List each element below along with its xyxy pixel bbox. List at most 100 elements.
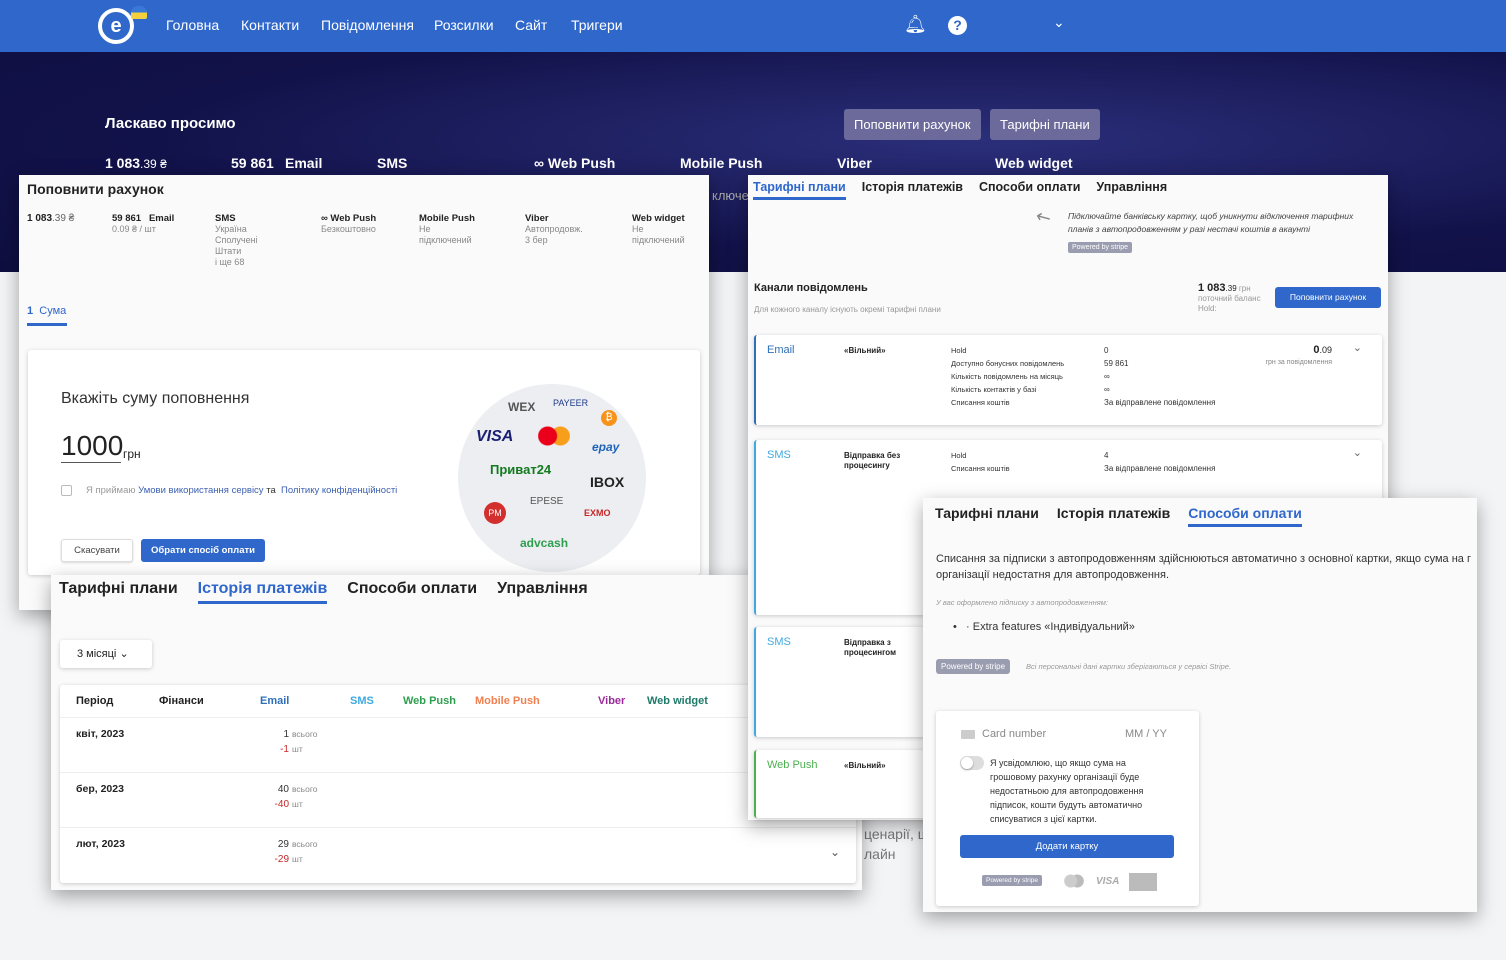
tab-payment-methods[interactable]: Способи оплати [978,180,1081,194]
tab-plans[interactable]: Тарифні плани [753,180,846,200]
welcome-title: Ласкаво просимо [105,115,236,132]
table-row[interactable]: квіт, 2023 1 всього -1 шт [60,717,856,772]
stat-heading: Web widget [632,213,685,224]
tabs: Тарифні плани Історія платежів Способи о… [753,180,1167,200]
tabs: Тарифні плани Історія платежів Способи о… [935,505,1302,527]
stripe-note: Всі персональні дані картки зберігаються… [1026,662,1232,671]
chevron-down-icon[interactable]: ⌄ [1053,14,1065,30]
cancel-button[interactable]: Скасувати [61,539,133,562]
currency-label: грн [123,447,141,461]
expand-chevron-icon[interactable]: ⌄ [1352,447,1362,459]
table-row[interactable]: бер, 2023 40 всього -40 шт [60,772,856,827]
channel-name: SMS [767,449,791,461]
plans-topup-button[interactable]: Поповнити рахунок [1275,287,1381,308]
accept-checkbox[interactable] [61,485,72,496]
plan-name: «Вільний» [844,761,886,770]
nav-contacts[interactable]: Контакти [241,17,300,33]
stat-column: Web widget Не підключений [632,213,722,246]
negative-value: -40 [274,799,289,810]
channel-name: Email [767,344,795,356]
card-number-input[interactable]: Card number [982,728,1047,740]
stat-heading: SMS [215,213,236,224]
stripe-badge: Powered by stripe [982,875,1043,886]
tab-payment-methods[interactable]: Способи оплати [347,580,478,597]
exmo-logo: EXMO [584,508,611,518]
top-navbar: e Головна Контакти Повідомлення Розсилки… [0,0,1506,52]
hero-channel: SMS [377,155,408,171]
detail-label: Списання коштів [951,464,1010,473]
tab-history[interactable]: Історія платежів [197,580,328,604]
perfect-money-logo: PM [484,502,506,524]
add-card-form: Card number MM / YY Я усвідомлюю, що якщ… [936,711,1199,906]
column-header: Mobile Push [475,695,540,707]
total-label: всього [292,839,318,849]
choose-payment-button[interactable]: Обрати спосіб оплати [141,539,265,562]
tabs: Тарифні плани Історія платежів Способи о… [59,580,588,604]
stat-heading: Mobile Push [419,213,475,224]
expiry-input[interactable]: MM / YY [1125,728,1167,740]
tab-plans[interactable]: Тарифні плани [935,505,1039,521]
expand-chevron-icon[interactable]: ⌄ [829,845,840,859]
tab-payment-methods[interactable]: Способи оплати [1188,505,1302,527]
hero-balance: 1 083.39 ₴ [105,155,167,171]
tab-management[interactable]: Управління [497,580,588,597]
visa-logo: VISA [476,428,514,445]
tab-history[interactable]: Історія платежів [1056,505,1171,521]
table-row[interactable]: лют, 2023 29 всього -29 шт [60,827,856,882]
curved-arrow-icon: ↖ [1031,204,1055,230]
period-select[interactable]: 3 місяці ⌄ [60,640,152,668]
nav-site[interactable]: Сайт [515,17,548,33]
amex-icon [1129,873,1157,891]
hero-topup-button[interactable]: Поповнити рахунок [844,109,981,140]
stripe-badge: Powered by stripe [1068,242,1133,253]
detail-value: За відправлене повідомлення [1104,398,1216,407]
tab-plans[interactable]: Тарифні плани [59,580,178,597]
nav-triggers[interactable]: Тригери [571,17,623,33]
nav-campaigns[interactable]: Розсилки [434,17,494,33]
step-amount[interactable]: 1 Сума [27,305,67,326]
epay-logo: epay [592,440,620,454]
mastercard-icon [1063,874,1085,888]
payment-methods-panel: Тарифні плани Історія платежів Способи о… [923,498,1477,912]
add-card-button[interactable]: Додати картку [960,835,1174,858]
hero-channel: Email [285,155,323,171]
stat-subtext: Україна Сполучені Штати і ще 68 [215,224,258,267]
nav-messages[interactable]: Повідомлення [321,17,414,33]
wex-logo: WEX [508,400,536,414]
logo[interactable]: e [98,8,134,44]
period-cell: лют, 2023 [76,838,125,850]
detail-label: Кількість контактів у базі [951,385,1037,394]
autorenew-description: Списання за підписки з автопродовженням … [936,553,1471,581]
privacy-link[interactable]: Політику конфіденційності [281,485,398,496]
channel-name: SMS [767,636,791,648]
stat-column: Viber Автопродовж. 3 бер [525,213,615,246]
tab-history[interactable]: Історія платежів [861,180,963,194]
detail-value: 59 861 [1104,359,1129,368]
help-icon[interactable]: ? [948,16,967,35]
hero-channel: ∞ Web Push [534,155,616,171]
balance: 1 083.39 ₴ [27,213,75,224]
amount-input[interactable]: 1000 [61,430,124,463]
terms-link[interactable]: Умови використання сервісу [138,485,264,496]
consent-toggle[interactable] [960,756,984,770]
ibox-logo: IBOX [590,474,625,490]
detail-value: 0 [1104,346,1109,355]
detail-value: 4 [1104,451,1109,460]
plan-name: Відправка без процесингу [844,451,901,470]
total-label: всього [292,784,318,794]
tab-management[interactable]: Управління [1096,180,1168,194]
hero-plans-button[interactable]: Тарифні плани [990,109,1100,140]
channel-card[interactable]: Email «Вільний» Hold 0 Доступно бонусних пов… [754,335,1382,425]
panel-title: Поповнити рахунок [27,181,164,197]
bell-icon[interactable]: 🔔︎ [904,14,927,34]
expand-chevron-icon[interactable]: ⌄ [1352,342,1362,354]
nav-home[interactable]: Головна [166,17,220,33]
negative-value: -1 [280,744,289,755]
topup-panel: Поповнити рахунок 1 083.39 ₴ 59 861 Emai… [19,175,709,610]
subscription-item: • · Extra features «Індивідуальний» [953,621,1135,633]
column-header: Email [260,695,290,707]
hero-email-count: 59 861 [231,155,274,171]
detail-label: Доступно бонусних повідомлень [951,359,1065,368]
column-header: Фінанси [159,695,204,707]
stat-heading: Viber [525,213,549,224]
